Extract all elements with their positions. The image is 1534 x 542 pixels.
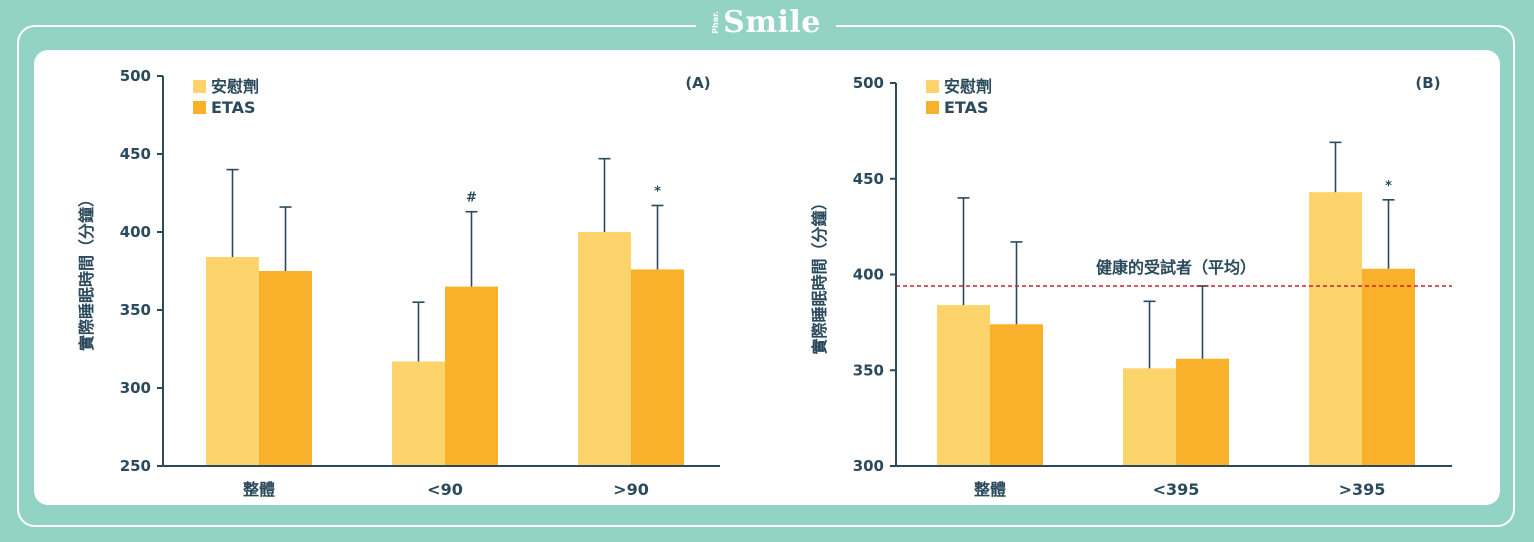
category-label: <395 xyxy=(1153,480,1200,499)
bar-b-2-0 xyxy=(1309,192,1362,466)
legend-swatch xyxy=(193,80,206,93)
y-axis-label: 實際睡眠時間（分鐘） xyxy=(810,194,829,354)
y-tick-label: 450 xyxy=(853,170,884,188)
brand-logo: Phar. Smile xyxy=(696,2,836,42)
category-label: <90 xyxy=(427,480,463,499)
y-tick-label: 500 xyxy=(120,67,151,85)
panel-label: (B) xyxy=(1415,74,1440,92)
bar-b-0-1 xyxy=(990,324,1043,466)
bar-b-1-0 xyxy=(1123,368,1176,466)
legend-label: 安慰劑 xyxy=(944,77,992,96)
y-tick-label: 300 xyxy=(853,457,884,475)
reference-line-label: 健康的受試者（平均） xyxy=(1096,258,1256,277)
y-tick-label: 400 xyxy=(853,266,884,284)
y-tick-label: 250 xyxy=(120,457,151,475)
bar-a-0-0 xyxy=(206,256,259,466)
bar-b-1-1 xyxy=(1176,358,1229,466)
significance-mark: * xyxy=(654,184,661,199)
category-label: 整體 xyxy=(973,480,1006,499)
legend-swatch xyxy=(926,80,939,93)
bar-b-0-0 xyxy=(937,305,990,466)
bar-a-2-1 xyxy=(631,269,684,466)
y-tick-label: 500 xyxy=(853,74,884,92)
significance-mark: # xyxy=(466,191,477,206)
bar-a-2-0 xyxy=(578,232,631,466)
category-label: >395 xyxy=(1339,480,1386,499)
category-label: 整體 xyxy=(242,480,275,499)
y-tick-label: 300 xyxy=(120,379,151,397)
bar-a-1-0 xyxy=(392,361,445,466)
bar-a-1-1 xyxy=(445,286,498,466)
panel-label: (A) xyxy=(685,74,710,92)
y-tick-label: 350 xyxy=(120,301,151,319)
significance-mark: * xyxy=(1385,179,1392,194)
bar-a-0-1 xyxy=(259,271,312,466)
y-tick-label: 400 xyxy=(120,223,151,241)
legend-label: 安慰劑 xyxy=(211,77,259,96)
legend-label: ETAS xyxy=(211,98,256,117)
legend-swatch xyxy=(926,101,939,114)
legend-label: ETAS xyxy=(944,98,989,117)
bar-b-2-1 xyxy=(1362,268,1415,466)
category-label: >90 xyxy=(613,480,649,499)
y-tick-label: 450 xyxy=(120,145,151,163)
y-axis-label: 實際睡眠時間（分鐘） xyxy=(77,191,96,351)
brand-name: Smile xyxy=(723,4,821,40)
legend-swatch xyxy=(193,101,206,114)
y-tick-label: 350 xyxy=(853,361,884,379)
